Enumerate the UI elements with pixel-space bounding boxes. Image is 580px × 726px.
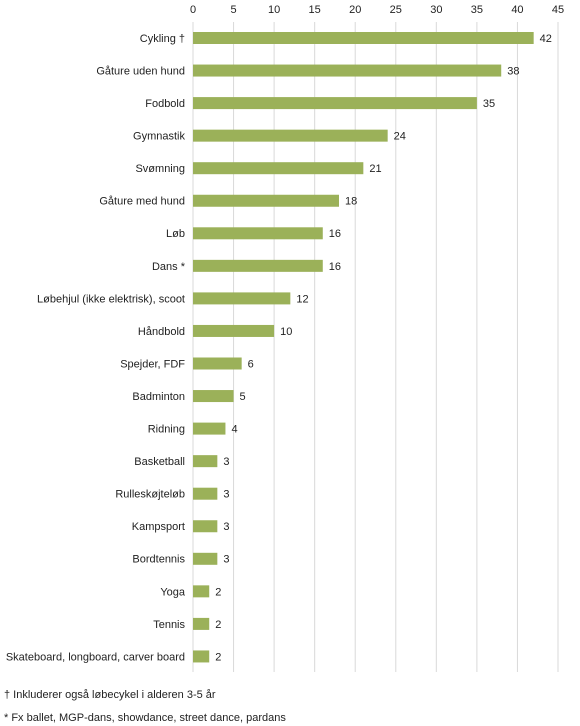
category-label: Gåture uden hund	[96, 65, 185, 77]
category-label: Løb	[166, 228, 185, 240]
value-label: 5	[240, 391, 246, 403]
bar	[193, 357, 242, 370]
footnote: * Fx ballet, MGP-dans, showdance, street…	[4, 712, 286, 724]
bar	[193, 650, 210, 663]
value-label: 35	[483, 98, 495, 110]
bar	[193, 129, 388, 142]
category-label: Badminton	[132, 391, 185, 403]
category-label: Spejder, FDF	[120, 358, 185, 370]
value-label: 3	[223, 456, 229, 468]
category-label: Bordtennis	[132, 554, 185, 566]
bar	[193, 455, 218, 468]
bar	[193, 487, 218, 500]
bar	[193, 292, 291, 305]
x-tick-label: 40	[511, 4, 523, 16]
category-label: Tennis	[153, 619, 185, 631]
value-label: 4	[231, 424, 237, 436]
value-label: 12	[296, 293, 308, 305]
value-label: 6	[248, 358, 254, 370]
category-label: Løbehjul (ikke elektrisk), scoot	[37, 293, 185, 305]
bar	[193, 585, 210, 598]
x-tick-label: 30	[430, 4, 442, 16]
bar	[193, 259, 323, 272]
bar	[193, 64, 502, 77]
category-label: Håndbold	[138, 326, 185, 338]
value-label: 16	[329, 261, 341, 273]
category-label: Basketball	[134, 456, 185, 468]
bar	[193, 390, 234, 403]
value-label: 10	[280, 326, 292, 338]
value-label: 16	[329, 228, 341, 240]
category-label: Yoga	[160, 586, 186, 598]
category-label: Cykling †	[140, 33, 185, 45]
bar	[193, 324, 275, 337]
value-label: 3	[223, 521, 229, 533]
value-label: 38	[507, 65, 519, 77]
category-label: Fodbold	[145, 98, 185, 110]
category-label: Dans *	[152, 261, 186, 273]
bar	[193, 97, 477, 110]
value-label: 42	[540, 33, 552, 45]
bar	[193, 194, 339, 207]
bar	[193, 552, 218, 565]
footnote: † Inkluderer også løbecykel i alderen 3-…	[4, 689, 216, 701]
x-tick-label: 45	[552, 4, 564, 16]
category-label: Gåture med hund	[99, 196, 185, 208]
x-tick-label: 35	[471, 4, 483, 16]
category-label: Gymnastik	[133, 131, 185, 143]
bar	[193, 227, 323, 240]
value-label: 3	[223, 554, 229, 566]
bar	[193, 617, 210, 630]
category-label: Ridning	[148, 424, 185, 436]
value-label: 2	[215, 619, 221, 631]
category-label: Skateboard, longboard, carver board	[6, 651, 185, 663]
category-label: Kampsport	[132, 521, 185, 533]
bar	[193, 162, 364, 175]
value-label: 2	[215, 586, 221, 598]
value-label: 24	[394, 131, 406, 143]
category-label: Rulleskøjteløb	[115, 489, 185, 501]
bar	[193, 520, 218, 533]
category-label: Svømning	[135, 163, 185, 175]
x-tick-label: 5	[230, 4, 236, 16]
x-tick-label: 20	[349, 4, 361, 16]
bar	[193, 32, 534, 44]
x-tick-label: 0	[190, 4, 196, 16]
value-label: 21	[369, 163, 381, 175]
x-tick-label: 25	[390, 4, 402, 16]
value-label: 2	[215, 651, 221, 663]
value-label: 18	[345, 196, 357, 208]
bar	[193, 422, 226, 435]
x-tick-label: 10	[268, 4, 280, 16]
x-tick-label: 15	[309, 4, 321, 16]
value-label: 3	[223, 489, 229, 501]
